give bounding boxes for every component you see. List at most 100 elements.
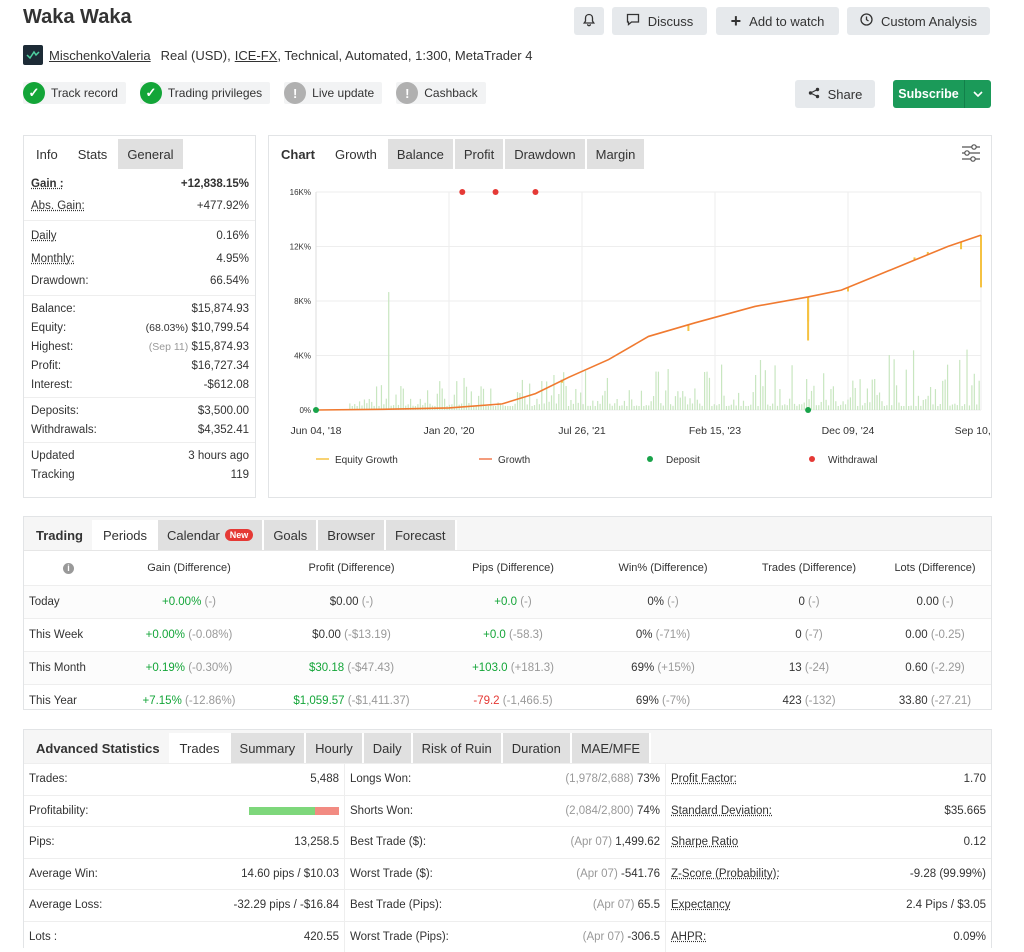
tab-browser[interactable]: Browser <box>318 520 386 550</box>
volume-bar <box>816 405 817 410</box>
legend-swatch <box>647 456 653 462</box>
tab-duration[interactable]: Duration <box>503 733 572 763</box>
check-icon: ✓ <box>23 82 45 104</box>
volume-bar <box>556 404 557 410</box>
tab-stats[interactable]: Stats <box>69 139 119 169</box>
volume-bar <box>911 406 912 410</box>
info-monthly: Monthly:4.95% <box>24 248 255 270</box>
tab-chart[interactable]: Chart <box>272 139 326 169</box>
volume-bar <box>602 395 603 410</box>
add-to-watch-button[interactable]: + Add to watch <box>716 7 839 35</box>
badge-cashback[interactable]: ! Cashback <box>396 82 485 104</box>
badge-live-update[interactable]: ! Live update <box>284 82 382 104</box>
volume-bar <box>952 404 953 410</box>
volume-bar <box>913 350 914 410</box>
tab-trades[interactable]: Trades <box>171 733 231 763</box>
volume-bar <box>687 404 688 410</box>
volume-bar <box>493 406 494 410</box>
volume-bar <box>519 393 520 410</box>
list-item: Average Win:14.60 pips / $10.03 Worst Tr… <box>24 858 991 890</box>
broker-link[interactable]: ICE-FX <box>235 48 278 63</box>
volume-bar <box>597 401 598 410</box>
notification-button[interactable] <box>574 7 604 35</box>
volume-bar <box>522 380 523 410</box>
tab-profit[interactable]: Profit <box>455 139 505 169</box>
list-item: Average Loss:-32.29 pips / -$16.84 Best … <box>24 889 991 921</box>
info-panel: Info Stats General Gain :+12,838.15% Abs… <box>23 135 256 498</box>
custom-analysis-button[interactable]: Custom Analysis <box>847 7 990 35</box>
chart-settings-icon[interactable] <box>961 144 981 165</box>
y-tick-label: 12K% <box>290 243 311 252</box>
share-icon <box>808 87 820 102</box>
volume-bar <box>908 406 909 410</box>
volume-bar <box>857 406 858 410</box>
volume-bar <box>750 405 751 410</box>
volume-bar <box>646 405 647 410</box>
info-icon[interactable]: i <box>63 563 74 574</box>
tab-risk-of-ruin[interactable]: Risk of Ruin <box>413 733 503 763</box>
tab-trading[interactable]: Trading <box>27 520 94 550</box>
volume-bar <box>604 391 605 410</box>
volume-bar <box>755 375 756 410</box>
volume-bar <box>772 404 773 410</box>
chevron-down-icon[interactable] <box>964 80 991 108</box>
tab-margin[interactable]: Margin <box>587 139 647 169</box>
volume-bar <box>976 404 977 410</box>
owner-link[interactable]: MischenkoValeria <box>49 48 151 63</box>
volume-bar <box>821 402 822 410</box>
volume-bar <box>825 400 826 410</box>
volume-bar <box>830 389 831 410</box>
volume-bar <box>558 394 559 410</box>
volume-bar <box>964 404 965 410</box>
tab-balance[interactable]: Balance <box>388 139 455 169</box>
badge-trading-privileges[interactable]: ✓ Trading privileges <box>140 82 270 104</box>
tab-periods[interactable]: Periods <box>94 520 158 550</box>
tab-growth[interactable]: Growth <box>326 139 388 169</box>
volume-bar <box>869 402 870 410</box>
deposit-marker <box>313 407 319 413</box>
volume-bar <box>787 405 788 410</box>
volume-bar <box>480 386 481 410</box>
tab-goals[interactable]: Goals <box>264 520 318 550</box>
discuss-button[interactable]: Discuss <box>612 7 707 35</box>
volume-bar <box>548 402 549 410</box>
volume-bar <box>471 391 472 410</box>
col-lots: Lots (Difference) <box>879 551 991 586</box>
col-trades: Trades (Difference) <box>739 551 879 586</box>
volume-bar <box>500 405 501 410</box>
list-item: Profitability: Shorts Won:(2,084/2,800) … <box>24 795 991 827</box>
volume-bar <box>590 406 591 410</box>
tab-calendar[interactable]: Calendar New <box>158 520 264 550</box>
volume-bar <box>643 406 644 410</box>
volume-bar <box>918 396 919 410</box>
volume-bar <box>794 404 795 410</box>
volume-bar <box>507 406 508 410</box>
subscribe-button[interactable]: Subscribe <box>893 80 991 108</box>
growth-line <box>316 235 981 410</box>
withdrawal-marker <box>459 189 465 195</box>
volume-bar <box>388 292 389 410</box>
volume-bar <box>609 404 610 410</box>
volume-bar <box>670 404 671 410</box>
periods-table: i Gain (Difference) Profit (Difference) … <box>24 551 991 717</box>
list-item: Pips:13,258.5 Best Trade ($):(Apr 07) 1,… <box>24 826 991 858</box>
tab-forecast[interactable]: Forecast <box>386 520 457 550</box>
volume-bar <box>738 393 739 410</box>
tab-summary[interactable]: Summary <box>231 733 307 763</box>
volume-bar <box>765 370 766 410</box>
volume-bar <box>575 389 576 410</box>
x-tick-label: Feb 15, '23 <box>689 425 741 437</box>
table-row: This Year +7.15% (-12.86%) $1,059.57 (-$… <box>24 685 991 718</box>
tab-general[interactable]: General <box>118 139 184 169</box>
tab-daily[interactable]: Daily <box>364 733 413 763</box>
volume-bar <box>619 406 620 410</box>
tab-info[interactable]: Info <box>27 139 69 169</box>
share-button[interactable]: Share <box>795 80 875 108</box>
tab-advanced-statistics[interactable]: Advanced Statistics <box>27 733 171 763</box>
volume-bar <box>959 360 960 410</box>
volume-bar <box>634 406 635 410</box>
tab-mae-mfe[interactable]: MAE/MFE <box>572 733 651 763</box>
badge-track-record[interactable]: ✓ Track record <box>23 82 126 104</box>
tab-drawdown[interactable]: Drawdown <box>505 139 586 169</box>
tab-hourly[interactable]: Hourly <box>306 733 364 763</box>
